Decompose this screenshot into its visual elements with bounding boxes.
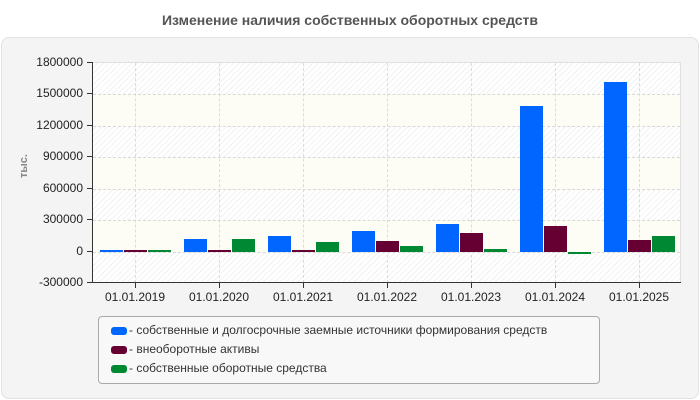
bar (603, 81, 627, 252)
bar (651, 236, 675, 252)
x-tick-label: 01.01.2021 (272, 290, 334, 304)
legend-label: - внеоборотные активы (129, 342, 260, 356)
x-tick-label: 01.01.2024 (524, 290, 586, 304)
legend-swatch-maroon (111, 345, 127, 354)
bar (351, 230, 375, 252)
x-tick (555, 283, 556, 288)
chart-title: Изменение наличия собственных оборотных … (161, 12, 539, 28)
h-gridline (93, 251, 680, 253)
legend-item-working-capital: - собственные оборотные средства (111, 361, 327, 375)
bar (183, 239, 207, 252)
y-tick-label: 900000 (42, 149, 83, 164)
bar (567, 251, 591, 255)
bar (459, 232, 483, 252)
v-gridline (471, 63, 472, 283)
bar (519, 106, 543, 252)
x-tick (471, 283, 472, 288)
y-tick (87, 156, 92, 158)
x-tick (135, 283, 136, 288)
grid-band (93, 157, 680, 189)
bar (375, 241, 399, 252)
y-axis-unit-label: тыс. (17, 154, 30, 178)
h-gridline (93, 125, 680, 127)
y-tick-label: 300000 (42, 212, 83, 227)
y-tick-label: 0 (76, 243, 83, 258)
y-tick (87, 282, 92, 283)
x-tick (219, 283, 220, 288)
x-tick-label: 01.01.2019 (104, 290, 166, 304)
legend-item-noncurrent-assets: - внеоборотные активы (111, 342, 259, 356)
legend-swatch-blue (111, 326, 127, 335)
legend-label: - собственные оборотные средства (129, 361, 327, 375)
bar (231, 239, 255, 252)
x-axis (92, 282, 681, 283)
legend-item-sources: - собственные и долгосрочные заемные ист… (111, 323, 547, 337)
h-gridline (93, 188, 680, 190)
v-gridline (303, 63, 304, 283)
x-tick-label: 01.01.2025 (608, 290, 670, 304)
v-gridline (135, 63, 136, 283)
bar (543, 225, 567, 252)
bar (291, 250, 315, 252)
bar (399, 246, 423, 252)
bar (123, 250, 147, 252)
h-gridline (93, 94, 680, 96)
bar (483, 248, 507, 252)
h-gridline (93, 220, 680, 222)
y-tick-label: 1800000 (36, 55, 83, 69)
bar (147, 250, 171, 252)
y-tick (87, 124, 92, 126)
grid-band (93, 94, 680, 126)
y-tick (87, 250, 92, 252)
y-axis (92, 62, 93, 283)
legend: - собственные и долгосрочные заемные ист… (98, 316, 600, 384)
v-gridline (219, 63, 220, 283)
bar (315, 242, 339, 252)
x-tick (303, 283, 304, 288)
h-gridline (93, 157, 680, 159)
x-tick-label: 01.01.2022 (356, 290, 418, 304)
v-gridline (639, 63, 640, 283)
x-tick (387, 283, 388, 288)
bar (435, 223, 459, 252)
y-tick-label: 600000 (42, 180, 83, 195)
v-gridline (387, 63, 388, 283)
bar (99, 250, 123, 252)
x-tick-label: 01.01.2023 (440, 290, 502, 304)
x-tick (639, 283, 640, 288)
y-tick-label: 1200000 (36, 117, 83, 132)
legend-label: - собственные и долгосрочные заемные ист… (129, 323, 548, 337)
y-tick-label: 1500000 (36, 86, 83, 101)
y-tick (87, 93, 92, 95)
x-tick-label: 01.01.2020 (188, 290, 250, 304)
y-tick-label: -300000 (38, 275, 83, 289)
y-tick (87, 219, 92, 221)
bar (267, 236, 291, 252)
bar (207, 250, 231, 252)
v-gridline (555, 63, 556, 283)
y-tick (87, 62, 92, 63)
bar (627, 240, 651, 252)
y-tick (87, 187, 92, 189)
legend-swatch-green (111, 364, 127, 373)
plot-area (93, 62, 681, 283)
